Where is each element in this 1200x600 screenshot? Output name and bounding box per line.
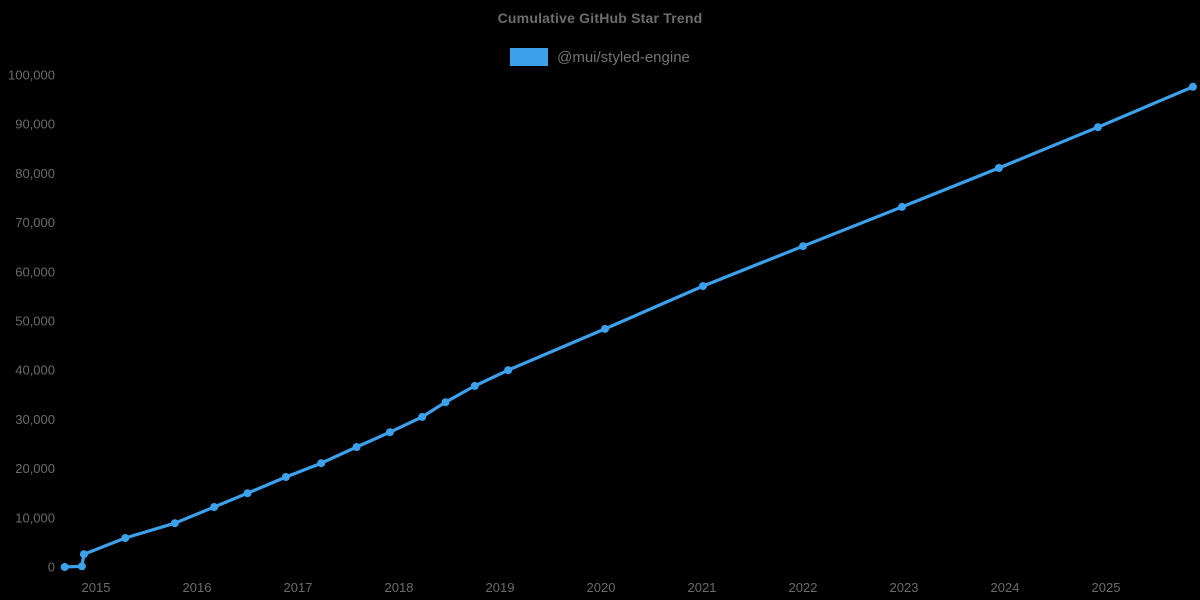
data-point-marker (898, 202, 906, 211)
series-line (63, 85, 1195, 569)
data-point-marker (1093, 123, 1102, 132)
data-point-marker (77, 562, 86, 571)
legend: @mui/styled-engine (0, 48, 1200, 66)
y-axis-tick-label: 40,000 (15, 363, 55, 378)
data-point-marker (317, 459, 326, 468)
chart-title: Cumulative GitHub Star Trend (497, 10, 703, 26)
data-point-marker (994, 164, 1003, 172)
legend-swatch (510, 48, 549, 66)
y-axis-tick-label: 10,000 (15, 510, 55, 525)
data-point-marker (385, 428, 394, 437)
y-axis-tick-label: 80,000 (15, 166, 55, 181)
data-point-marker (60, 563, 69, 571)
data-point-marker (601, 324, 609, 333)
y-axis-tick-label: 20,000 (15, 461, 55, 476)
x-axis-tick-label: 2021 (688, 580, 717, 595)
data-point-marker (79, 550, 88, 559)
y-axis-tick-label: 90,000 (15, 117, 55, 132)
x-axis-tick-label: 2016 (183, 580, 212, 595)
x-axis-tick-label: 2019 (486, 580, 515, 595)
x-axis-tick-label: 2020 (587, 580, 616, 595)
y-axis-tick-label: 50,000 (15, 314, 55, 329)
data-point-marker (243, 489, 252, 498)
data-point-marker (504, 366, 513, 375)
x-axis-tick-label: 2025 (1092, 580, 1121, 595)
x-axis-tick-label: 2015 (82, 580, 111, 595)
data-point-marker (170, 519, 179, 528)
y-axis-tick-label: 30,000 (15, 412, 55, 427)
x-axis-tick-label: 2022 (789, 580, 818, 595)
y-axis-tick-label: 60,000 (15, 264, 55, 279)
data-point-marker (210, 503, 219, 511)
data-point-marker (470, 381, 479, 390)
data-point-marker (799, 242, 807, 251)
y-axis-tick-label: 100,000 (8, 68, 55, 83)
data-point-marker (699, 282, 707, 291)
x-axis-tick-label: 2024 (991, 580, 1020, 595)
x-axis-tick-label: 2018 (385, 580, 414, 595)
data-point-marker (121, 534, 130, 542)
y-axis-tick-label: 0 (48, 560, 55, 575)
x-axis-tick-label: 2017 (284, 580, 313, 595)
data-point-marker (281, 473, 290, 481)
data-point-marker (352, 443, 361, 451)
y-axis-tick-label: 70,000 (15, 215, 55, 230)
legend-label: @mui/styled-engine (557, 48, 690, 66)
data-point-marker (441, 398, 450, 407)
data-point-marker (1188, 82, 1197, 91)
data-point-marker (418, 412, 427, 421)
x-axis-tick-label: 2023 (890, 580, 919, 595)
